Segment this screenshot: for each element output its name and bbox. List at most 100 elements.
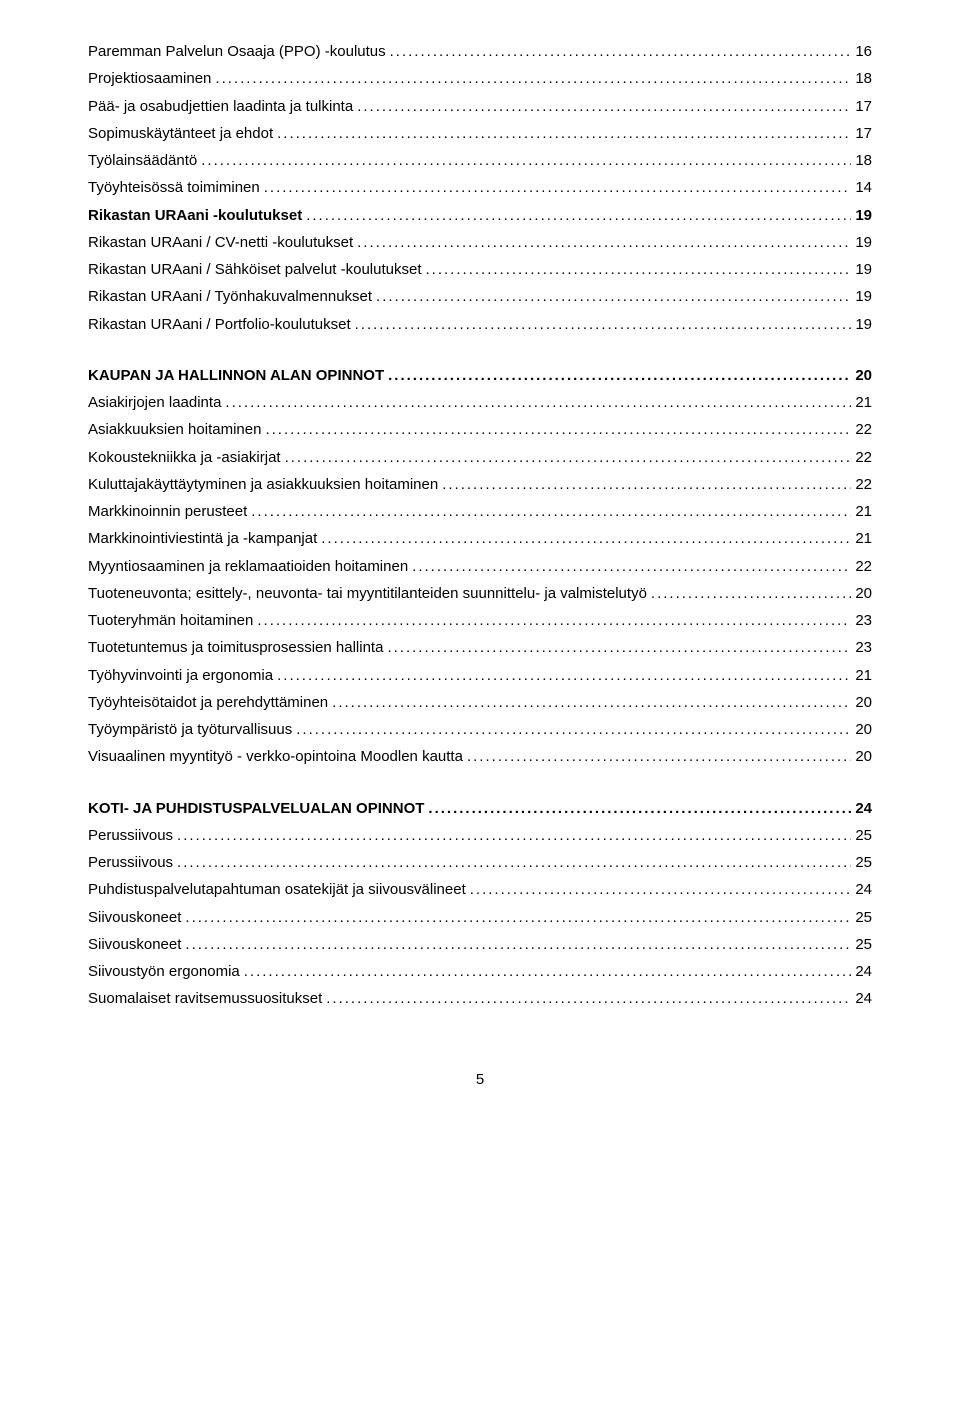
toc-entry-page[interactable]: 19 [855, 313, 872, 336]
toc-entry: Rikastan URAani -koulutukset 19 [88, 204, 872, 227]
toc-entry: Suomalaiset ravitsemussuositukset 24 [88, 987, 872, 1010]
toc-entry: Siivouskoneet 25 [88, 933, 872, 956]
toc-leader-dots [277, 122, 851, 145]
toc-entry-page[interactable]: 20 [855, 745, 872, 768]
toc-entry-label[interactable]: Kuluttajakäyttäytyminen ja asiakkuuksien… [88, 473, 438, 496]
toc-entry-page[interactable]: 25 [855, 824, 872, 847]
toc-entry-label[interactable]: Markkinoinnin perusteet [88, 500, 247, 523]
toc-entry-page[interactable]: 18 [855, 149, 872, 172]
toc-entry: Asiakirjojen laadinta 21 [88, 391, 872, 414]
toc-leader-dots [355, 313, 852, 336]
toc-entry-page[interactable]: 20 [855, 718, 872, 741]
toc-entry-page[interactable]: 19 [855, 204, 872, 227]
toc-leader-dots [285, 446, 852, 469]
toc-entry: Rikastan URAani / Sähköiset palvelut -ko… [88, 258, 872, 281]
toc-entry-label[interactable]: Työyhteisötaidot ja perehdyttäminen [88, 691, 328, 714]
toc-leader-dots [201, 149, 851, 172]
toc-entry-label[interactable]: Työhyvinvointi ja ergonomia [88, 664, 273, 687]
toc-entry: Työyhteisössä toimiminen 14 [88, 176, 872, 199]
toc-entry-label[interactable]: Asiakirjojen laadinta [88, 391, 221, 414]
toc-entry: Projektiosaaminen 18 [88, 67, 872, 90]
page-number: 5 [88, 1071, 872, 1088]
toc-entry-label[interactable]: Tuotetuntemus ja toimitusprosessien hall… [88, 636, 383, 659]
toc-entry-label[interactable]: Rikastan URAani / Portfolio-koulutukset [88, 313, 351, 336]
toc-entry-label[interactable]: Myyntiosaaminen ja reklamaatioiden hoita… [88, 555, 408, 578]
toc-leader-dots [257, 609, 851, 632]
toc-entry-label[interactable]: Pää- ja osabudjettien laadinta ja tulkin… [88, 95, 353, 118]
toc-entry: Sopimuskäytänteet ja ehdot 17 [88, 122, 872, 145]
toc-entry-label[interactable]: Kokoustekniikka ja -asiakirjat [88, 446, 281, 469]
toc-entry-label[interactable]: Työympäristö ja työturvallisuus [88, 718, 292, 741]
toc-entry: Visuaalinen myyntityö - verkko-opintoina… [88, 745, 872, 768]
toc-leader-dots [185, 933, 851, 956]
toc-entry-label[interactable]: KOTI- JA PUHDISTUSPALVELUALAN OPINNOT [88, 797, 424, 820]
toc-entry-label[interactable]: Työyhteisössä toimiminen [88, 176, 260, 199]
toc-entry: Kokoustekniikka ja -asiakirjat 22 [88, 446, 872, 469]
toc-entry-label[interactable]: KAUPAN JA HALLINNON ALAN OPINNOT [88, 364, 384, 387]
toc-entry-page[interactable]: 19 [855, 258, 872, 281]
toc-entry-page[interactable]: 22 [855, 555, 872, 578]
toc-entry-page[interactable]: 20 [855, 582, 872, 605]
toc-entry-page[interactable]: 24 [855, 797, 872, 820]
toc-entry-page[interactable]: 25 [855, 933, 872, 956]
toc-entry-page[interactable]: 16 [855, 40, 872, 63]
toc-entry: Myyntiosaaminen ja reklamaatioiden hoita… [88, 555, 872, 578]
toc-leader-dots [251, 500, 851, 523]
toc-entry-page[interactable]: 21 [855, 391, 872, 414]
toc-entry-label[interactable]: Projektiosaaminen [88, 67, 211, 90]
toc-leader-dots [390, 40, 852, 63]
toc-entry: Työyhteisötaidot ja perehdyttäminen 20 [88, 691, 872, 714]
toc-entry: Työlainsäädäntö 18 [88, 149, 872, 172]
toc-entry-page[interactable]: 24 [855, 960, 872, 983]
toc-entry-label[interactable]: Visuaalinen myyntityö - verkko-opintoina… [88, 745, 463, 768]
toc-entry: Asiakkuuksien hoitaminen 22 [88, 418, 872, 441]
toc-entry-page[interactable]: 24 [855, 987, 872, 1010]
toc-entry-label[interactable]: Markkinointiviestintä ja -kampanjat [88, 527, 317, 550]
toc-leader-dots [277, 664, 851, 687]
toc-leader-dots [306, 204, 851, 227]
toc-entry-page[interactable]: 25 [855, 851, 872, 874]
toc-entry: Tuotetuntemus ja toimitusprosessien hall… [88, 636, 872, 659]
toc-entry-page[interactable]: 14 [855, 176, 872, 199]
toc-entry-label[interactable]: Tuoteneuvonta; esittely-, neuvonta- tai … [88, 582, 647, 605]
toc-entry-page[interactable]: 17 [855, 122, 872, 145]
toc-entry-page[interactable]: 21 [855, 500, 872, 523]
toc-entry-page[interactable]: 22 [855, 418, 872, 441]
toc-entry-page[interactable]: 23 [855, 636, 872, 659]
toc-entry-label[interactable]: Asiakkuuksien hoitaminen [88, 418, 261, 441]
toc-leader-dots [332, 691, 851, 714]
toc-entry-label[interactable]: Rikastan URAani / Sähköiset palvelut -ko… [88, 258, 422, 281]
toc-entry-page[interactable]: 23 [855, 609, 872, 632]
toc-entry-page[interactable]: 22 [855, 446, 872, 469]
toc-entry-label[interactable]: Siivoustyön ergonomia [88, 960, 240, 983]
toc-entry-page[interactable]: 18 [855, 67, 872, 90]
toc-entry-label[interactable]: Työlainsäädäntö [88, 149, 197, 172]
toc-entry-label[interactable]: Puhdistuspalvelutapahtuman osatekijät ja… [88, 878, 466, 901]
toc-entry-label[interactable]: Tuoteryhmän hoitaminen [88, 609, 253, 632]
toc-entry-page[interactable]: 22 [855, 473, 872, 496]
toc-entry-page[interactable]: 24 [855, 878, 872, 901]
toc-leader-dots [225, 391, 851, 414]
toc-entry-label[interactable]: Rikastan URAani / CV-netti -koulutukset [88, 231, 353, 254]
toc-leader-dots [388, 364, 851, 387]
toc-entry-page[interactable]: 25 [855, 906, 872, 929]
toc-entry-label[interactable]: Siivouskoneet [88, 906, 181, 929]
toc-entry-page[interactable]: 20 [855, 364, 872, 387]
toc-entry-page[interactable]: 17 [855, 95, 872, 118]
toc-section-heading: KAUPAN JA HALLINNON ALAN OPINNOT 20 [88, 364, 872, 387]
toc-entry-label[interactable]: Paremman Palvelun Osaaja (PPO) -koulutus [88, 40, 386, 63]
toc-entry-label[interactable]: Perussiivous [88, 851, 173, 874]
toc-entry-label[interactable]: Rikastan URAani -koulutukset [88, 204, 302, 227]
toc-entry-page[interactable]: 21 [855, 527, 872, 550]
toc-entry-page[interactable]: 20 [855, 691, 872, 714]
toc-entry-label[interactable]: Sopimuskäytänteet ja ehdot [88, 122, 273, 145]
toc-entry-label[interactable]: Perussiivous [88, 824, 173, 847]
toc-entry-page[interactable]: 19 [855, 285, 872, 308]
toc-entry-label[interactable]: Siivouskoneet [88, 933, 181, 956]
toc-entry-label[interactable]: Suomalaiset ravitsemussuositukset [88, 987, 322, 1010]
toc-entry-page[interactable]: 21 [855, 664, 872, 687]
toc-entry-page[interactable]: 19 [855, 231, 872, 254]
toc-entry: Markkinoinnin perusteet 21 [88, 500, 872, 523]
toc-entry: Pää- ja osabudjettien laadinta ja tulkin… [88, 95, 872, 118]
toc-entry-label[interactable]: Rikastan URAani / Työnhakuvalmennukset [88, 285, 372, 308]
